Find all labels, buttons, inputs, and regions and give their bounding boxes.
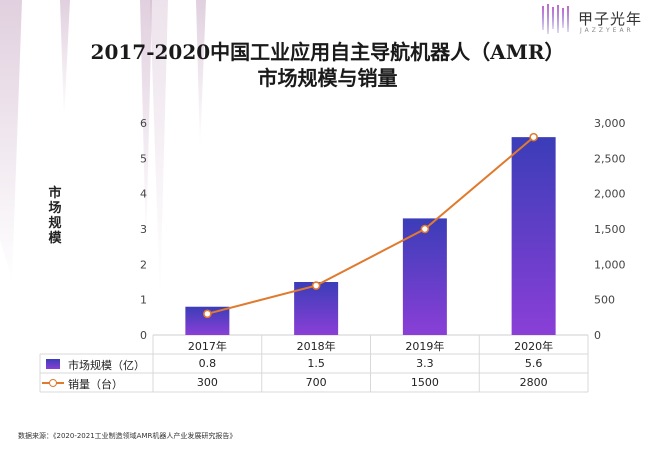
- sales-point: [311, 281, 321, 290]
- y-tick-label: 0: [140, 329, 147, 342]
- y-tick-label: 5: [140, 152, 147, 165]
- chart-subtitle: 市场规模与销量: [257, 66, 398, 90]
- legend-bar-swatch: [46, 359, 60, 369]
- line-value-cell: 1500: [410, 376, 439, 389]
- bar-value-cell: 1.5: [307, 357, 325, 370]
- legend-label: 市场规模（亿）: [68, 359, 145, 372]
- category-label: 2017年: [187, 340, 227, 353]
- y2-tick-label: 1,000: [594, 258, 626, 271]
- line-value-cell: 700: [305, 376, 327, 389]
- source-note: 数据来源：《2020-2021工业制造领域AMR机器人产业发展研究报告》: [18, 432, 237, 440]
- y-tick-label: 6: [140, 117, 147, 130]
- sales-point: [420, 224, 430, 234]
- y2-tick-label: 2,000: [594, 188, 626, 201]
- category-label: 2019年: [405, 340, 445, 353]
- sales-point: [203, 309, 212, 319]
- line-value-cell: 2800: [519, 376, 548, 389]
- y-tick-label: 3: [140, 223, 147, 236]
- y-tick-label: 4: [140, 188, 147, 201]
- brand-name: 甲子光年: [578, 10, 643, 28]
- bar-value-cell: 3.3: [416, 357, 434, 370]
- sales-point: [529, 132, 538, 142]
- bar: [402, 218, 447, 335]
- y2-tick-label: 3,000: [594, 117, 626, 130]
- line-value-cell: 300: [196, 376, 218, 389]
- bar: [511, 137, 556, 335]
- y2-tick-label: 500: [594, 294, 615, 307]
- brand-logo-icon: [542, 4, 569, 34]
- y2-tick-label: 0: [594, 329, 601, 342]
- category-label: 2020年: [514, 340, 554, 353]
- sales-line: [207, 136, 535, 315]
- bar-value-cell: 0.8: [198, 357, 217, 370]
- brand-subtitle: JAZZYEAR: [580, 27, 634, 34]
- y2-tick-label: 2,500: [594, 152, 626, 165]
- legend-line-marker: [49, 379, 57, 387]
- bar-value-cell: 5.6: [524, 357, 543, 370]
- bar: [294, 282, 339, 335]
- y-axis-label: 市场规模: [48, 186, 62, 246]
- y-tick-label: 2: [140, 258, 147, 271]
- table-grid: [39, 335, 589, 393]
- legend-label: 销量（台）: [68, 378, 123, 391]
- chart-title: 2017-2020中国工业应用自主导航机器人（AMR）: [90, 40, 565, 64]
- category-label: 2018年: [296, 340, 336, 353]
- y-tick-label: 1: [140, 294, 147, 307]
- y2-tick-label: 1,500: [594, 223, 626, 236]
